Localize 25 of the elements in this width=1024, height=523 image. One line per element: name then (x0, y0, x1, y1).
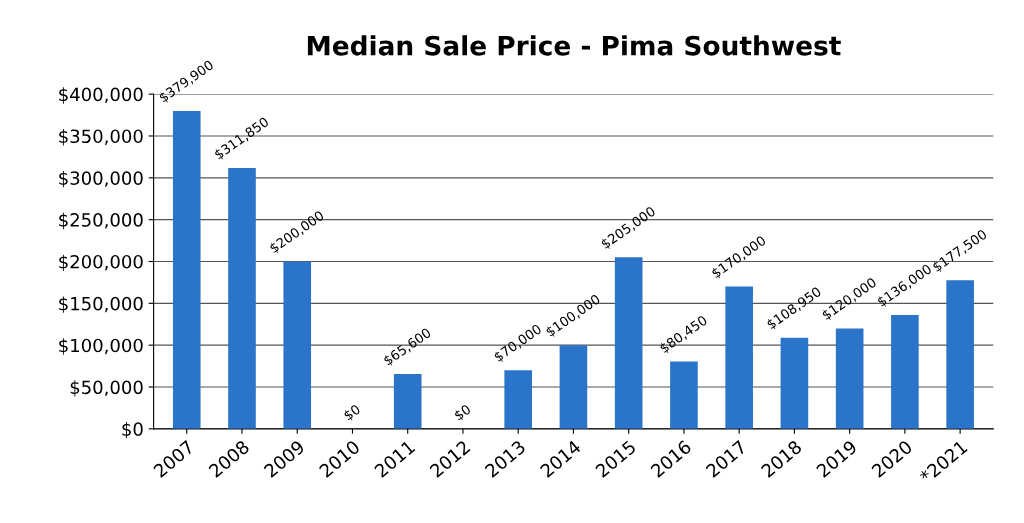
y-tick-label: $50,000 (70, 380, 143, 397)
bar (946, 280, 974, 429)
y-tick-label: $200,000 (59, 254, 143, 272)
bar (725, 286, 753, 429)
bar (393, 373, 422, 429)
bar (559, 345, 588, 429)
y-tick-label: $350,000 (59, 129, 143, 146)
y-tick-label: $0 (122, 422, 143, 439)
bar (835, 328, 864, 429)
bar (283, 261, 312, 429)
bar (504, 370, 533, 429)
data-label: $0 (453, 403, 473, 423)
bar (891, 315, 919, 429)
y-tick-label: $300,000 (59, 170, 143, 188)
data-label: $0 (342, 403, 362, 423)
chart-title: Median Sale Price - Pima Southwest (307, 35, 841, 56)
bar (228, 167, 256, 429)
y-tick-label: $100,000 (59, 338, 143, 355)
bar (780, 337, 809, 429)
bar (172, 110, 201, 429)
y-tick-label: $150,000 (59, 296, 143, 313)
bar (670, 361, 698, 429)
y-tick-label: $250,000 (59, 212, 143, 230)
bar (614, 257, 643, 429)
y-tick-label: $400,000 (59, 87, 143, 104)
